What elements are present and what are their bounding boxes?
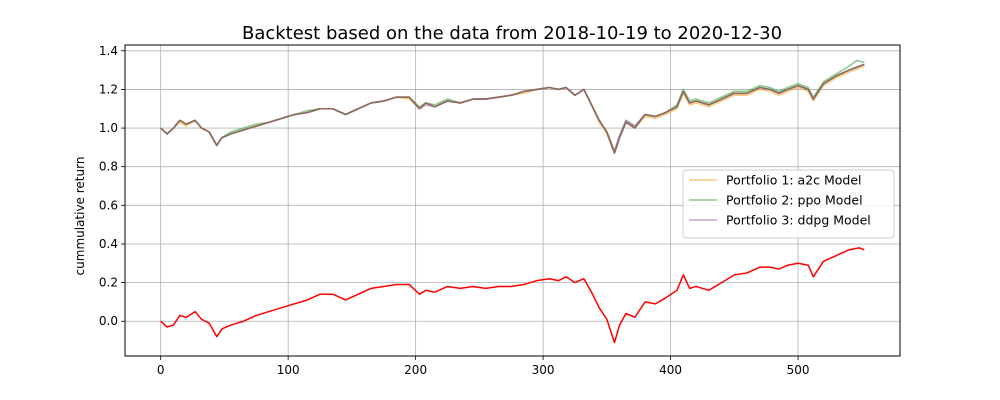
- legend-label: Portfolio 3: ddpg Model: [726, 213, 871, 228]
- plot-area-frame: [124, 44, 901, 357]
- y-tick-label: 1.4: [99, 44, 118, 58]
- series-lines: [160, 59, 865, 344]
- y-tick-label: 0.2: [99, 276, 118, 290]
- legend-box: [682, 169, 895, 239]
- y-tick-label: 1.0: [99, 121, 118, 135]
- series-line-1: [160, 65, 865, 154]
- series-line-3: [160, 63, 865, 153]
- y-tick-label: 0.8: [99, 160, 118, 174]
- legend-label: Portfolio 1: a2c Model: [726, 173, 862, 188]
- legend: Portfolio 1: a2c Model Portfolio 2: ppo M…: [682, 169, 895, 239]
- series-line-2: [160, 59, 865, 153]
- series-line-4: [160, 63, 865, 154]
- x-tick-label: 400: [659, 363, 682, 377]
- legend-label: Portfolio 2: ppo Model: [726, 193, 863, 208]
- y-tick-label: 1.2: [99, 82, 118, 96]
- x-tick-label: 200: [404, 363, 427, 377]
- x-tick-label: 0: [157, 363, 165, 377]
- series-line-5: [160, 247, 865, 344]
- chart-title: Backtest based on the data from 2018-10-…: [242, 23, 782, 44]
- y-axis-label: cummulative return: [73, 157, 87, 276]
- y-tick-label: 0.4: [99, 237, 118, 251]
- x-tick-label: 300: [532, 363, 555, 377]
- y-axis: 0.0 0.2 0.4 0.6 0.8 1.0 1.2 1.4: [99, 44, 125, 328]
- y-tick-label: 0.0: [99, 314, 118, 328]
- x-axis: 0 100 200 300 400 500: [157, 356, 810, 377]
- y-tick-label: 0.6: [99, 198, 118, 212]
- x-tick-label: 100: [277, 363, 300, 377]
- x-tick-label: 500: [787, 363, 810, 377]
